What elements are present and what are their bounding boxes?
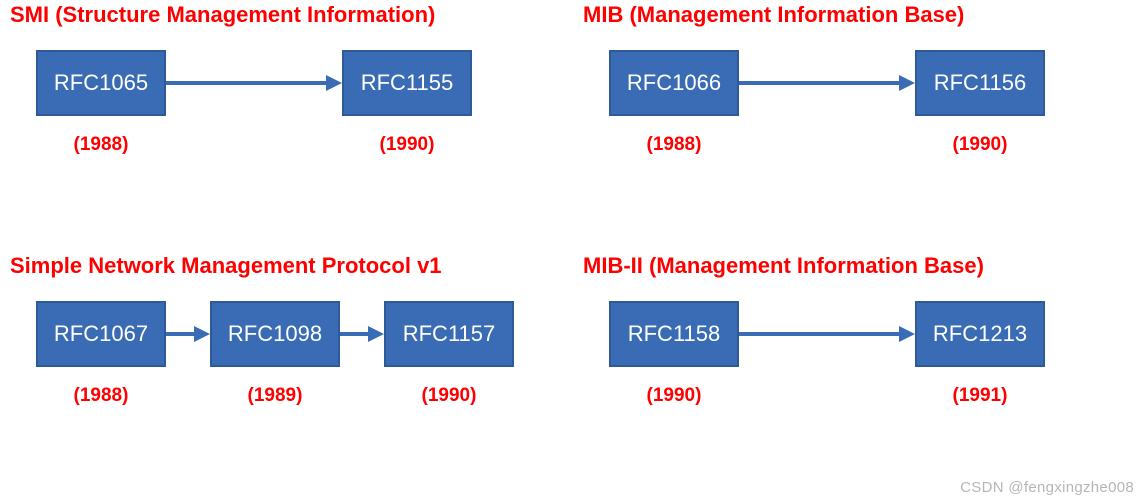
year-label: (1989) xyxy=(248,385,303,407)
year-label: (1988) xyxy=(647,134,702,156)
arrow-icon xyxy=(340,326,384,342)
rfc-node: RFC1157 xyxy=(384,301,514,367)
panel-mib: MIB (Management Information Base) RFC106… xyxy=(573,0,1146,251)
arrow-icon xyxy=(739,326,915,342)
arrow-icon xyxy=(166,75,342,91)
year-label: (1990) xyxy=(422,385,477,407)
year-label: (1990) xyxy=(647,385,702,407)
flow-row: RFC1158 (1990) x RFC1213 (1991) xyxy=(583,301,1136,407)
watermark: CSDN @fengxingzhe008 xyxy=(960,479,1134,496)
node-wrap: RFC1155 (1990) xyxy=(342,50,472,156)
flow-row: RFC1067 (1988) x RFC1098 (1989) x RFC1 xyxy=(10,301,563,407)
rfc-node: RFC1067 xyxy=(36,301,166,367)
arrow-cell: x xyxy=(166,75,342,131)
panel-snmpv1: Simple Network Management Protocol v1 RF… xyxy=(0,251,573,502)
rfc-node: RFC1156 xyxy=(915,50,1045,116)
panel-smi: SMI (Structure Management Information) R… xyxy=(0,0,573,251)
node-wrap: RFC1065 (1988) xyxy=(36,50,166,156)
rfc-node: RFC1213 xyxy=(915,301,1045,367)
arrow-cell: x xyxy=(739,75,915,131)
year-label: (1991) xyxy=(953,385,1008,407)
rfc-node: RFC1158 xyxy=(609,301,739,367)
year-label: (1990) xyxy=(953,134,1008,156)
node-wrap: RFC1098 (1989) xyxy=(210,301,340,407)
node-wrap: RFC1067 (1988) xyxy=(36,301,166,407)
year-label: (1990) xyxy=(380,134,435,156)
rfc-node: RFC1065 xyxy=(36,50,166,116)
rfc-node: RFC1066 xyxy=(609,50,739,116)
node-wrap: RFC1157 (1990) xyxy=(384,301,514,407)
arrow-cell: x xyxy=(739,326,915,382)
node-wrap: RFC1213 (1991) xyxy=(915,301,1045,407)
node-wrap: RFC1158 (1990) xyxy=(609,301,739,407)
panel-mib2: MIB-II (Management Information Base) RFC… xyxy=(573,251,1146,502)
arrow-cell: x xyxy=(340,326,384,382)
node-wrap: RFC1156 (1990) xyxy=(915,50,1045,156)
panel-title: MIB-II (Management Information Base) xyxy=(583,253,1136,279)
rfc-node: RFC1155 xyxy=(342,50,472,116)
panel-title: Simple Network Management Protocol v1 xyxy=(10,253,563,279)
arrow-icon xyxy=(166,326,210,342)
panel-title: MIB (Management Information Base) xyxy=(583,2,1136,28)
year-label: (1988) xyxy=(74,385,129,407)
flow-row: RFC1065 (1988) x RFC1155 (1990) xyxy=(10,50,563,156)
arrow-icon xyxy=(739,75,915,91)
flow-row: RFC1066 (1988) x RFC1156 (1990) xyxy=(583,50,1136,156)
arrow-cell: x xyxy=(166,326,210,382)
node-wrap: RFC1066 (1988) xyxy=(609,50,739,156)
year-label: (1988) xyxy=(74,134,129,156)
panel-title: SMI (Structure Management Information) xyxy=(10,2,563,28)
diagram-grid: SMI (Structure Management Information) R… xyxy=(0,0,1146,502)
rfc-node: RFC1098 xyxy=(210,301,340,367)
